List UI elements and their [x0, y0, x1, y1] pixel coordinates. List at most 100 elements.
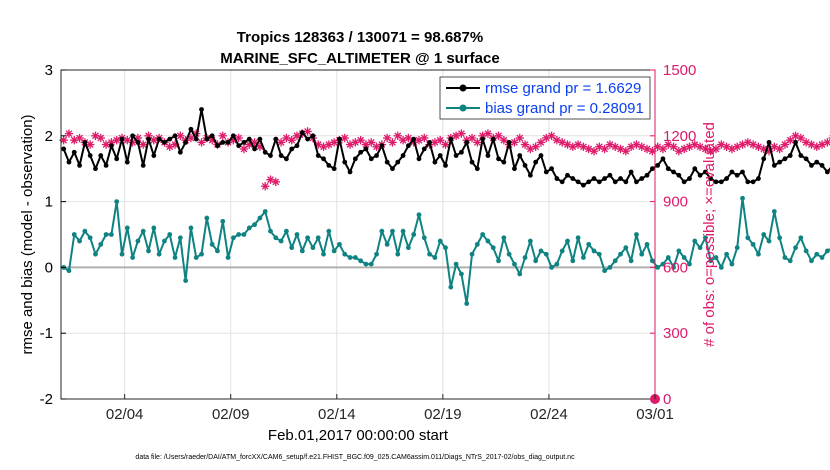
obs-point [658, 144, 668, 154]
bias-point [167, 232, 173, 237]
bias-point [98, 241, 104, 247]
bias-point [331, 248, 337, 254]
rmse-point [718, 179, 724, 185]
rmse-point [538, 153, 544, 158]
bias-point [358, 258, 364, 264]
rmse-point [177, 149, 183, 155]
rmse-point [809, 163, 814, 168]
rmse-point [294, 143, 300, 149]
rmse-point [543, 169, 549, 175]
rmse-point [596, 179, 602, 185]
rmse-point [400, 153, 406, 158]
rmse-point [108, 143, 114, 149]
rmse-point [289, 146, 295, 152]
bias-point [612, 258, 618, 264]
rmse-point [639, 176, 645, 181]
y-right-tick-label: 1500 [663, 62, 696, 79]
bias-point [766, 238, 772, 244]
rmse-point [172, 133, 178, 139]
bias-point [687, 261, 692, 267]
bias-point [262, 209, 268, 214]
obs-point [271, 177, 280, 187]
rmse-point [411, 136, 417, 142]
bias-point [771, 209, 777, 214]
rmse-point [602, 176, 608, 181]
rmse-point [146, 136, 151, 142]
rmse-point [766, 139, 772, 145]
rmse-point [225, 139, 231, 145]
bias-point [496, 258, 501, 264]
y-left-tick-label: 1 [45, 194, 53, 211]
bias-point [628, 258, 634, 264]
rmse-point [241, 139, 247, 145]
rmse-point [660, 156, 666, 162]
rmse-point [257, 136, 263, 142]
bias-point [549, 265, 554, 270]
rmse-point [262, 149, 268, 155]
rmse-point [337, 136, 342, 142]
bias-point [183, 278, 189, 283]
obs-point [420, 133, 429, 143]
bias-point [427, 251, 432, 257]
bias-point [469, 251, 475, 257]
rmse-point [368, 156, 374, 162]
rmse-point [506, 139, 512, 145]
bias-point [204, 215, 210, 221]
rmse-point [734, 172, 740, 178]
obs-point [823, 138, 830, 147]
axes: -2 -1 0 1 2 3 0 300 600 900 1200 1500 02/04 02/09 02/1… [40, 62, 697, 423]
bias-point [252, 222, 257, 228]
bias-point [93, 251, 98, 257]
bias-point [130, 255, 135, 260]
series-layer [59, 107, 830, 404]
rmse-point [130, 133, 135, 139]
rmse-point [352, 156, 358, 162]
rmse-point [517, 153, 523, 158]
bias-point [342, 251, 348, 257]
rmse-point [384, 159, 390, 165]
rmse-point [358, 149, 364, 155]
legend-box [439, 76, 651, 120]
bias-point [146, 248, 151, 254]
bias-series [61, 195, 830, 306]
legend: rmse grand pr = 1.6629 bias grand pr = 0… [439, 76, 651, 120]
rmse-point [151, 153, 157, 158]
bias-point [474, 241, 480, 247]
bias-point [347, 255, 353, 260]
rmse-point [310, 133, 316, 139]
rmse-point [464, 139, 470, 145]
rmse-point [124, 159, 130, 165]
bias-point [697, 245, 703, 251]
x-tick-label: 03/01 [636, 406, 674, 423]
rmse-point [549, 166, 554, 172]
bias-point [490, 245, 496, 251]
y-axis-right-label: # of obs: o=possible; ×=evaluated [701, 122, 718, 347]
bias-point [671, 265, 676, 270]
rmse-line [62, 108, 830, 187]
rmse-point [193, 136, 199, 142]
obs-point [340, 133, 349, 143]
bias-point [559, 248, 565, 254]
rmse-point [649, 166, 655, 172]
obs-point [85, 140, 95, 149]
bias-point [745, 235, 751, 241]
rmse-point [379, 143, 385, 149]
rmse-point [803, 156, 809, 162]
bias-point [437, 238, 443, 244]
bias-point [464, 301, 470, 306]
rmse-point [474, 166, 480, 172]
bias-point [676, 248, 682, 254]
rmse-point [363, 146, 369, 152]
legend-bias-label: bias grand pr = 0.28091 [485, 100, 644, 117]
bias-point [639, 251, 645, 257]
rmse-point [230, 133, 236, 139]
rmse-point [448, 136, 454, 142]
rmse-point [305, 136, 311, 142]
bias-point [607, 265, 613, 270]
bias-point [782, 255, 788, 260]
rmse-point [93, 166, 98, 172]
obs-point [218, 131, 227, 140]
bias-point [411, 232, 417, 237]
rmse-point [607, 172, 613, 178]
bias-point [188, 225, 194, 231]
